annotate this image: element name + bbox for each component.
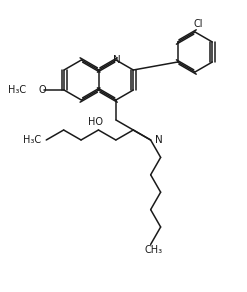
Text: H₃C: H₃C	[8, 85, 26, 95]
Text: N: N	[155, 135, 162, 145]
Text: CH₃: CH₃	[144, 245, 163, 256]
Text: HO: HO	[88, 117, 103, 127]
Text: N: N	[113, 55, 121, 65]
Text: Cl: Cl	[193, 19, 203, 29]
Text: H₃C: H₃C	[23, 135, 41, 145]
Text: O: O	[38, 85, 46, 95]
